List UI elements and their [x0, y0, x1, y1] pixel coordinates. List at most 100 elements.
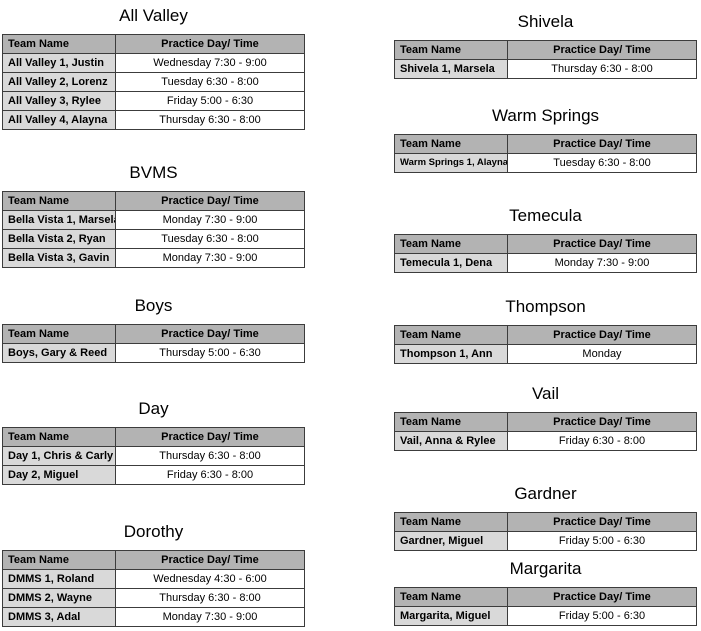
section-thompson: Thompson Team Name Practice Day/ Time Th… — [394, 297, 697, 364]
table-row: All Valley 3, Rylee Friday 5:00 - 6:30 — [2, 91, 305, 111]
col-header-team-name: Team Name — [2, 324, 116, 344]
section-day: Day Team Name Practice Day/ Time Day 1, … — [2, 399, 305, 485]
table-row: Shivela 1, Marsela Thursday 6:30 - 8:00 — [394, 59, 697, 79]
schedule-table: Team Name Practice Day/ Time Vail, Anna … — [394, 412, 697, 451]
section-boys: Boys Team Name Practice Day/ Time Boys, … — [2, 296, 305, 363]
practice-time-cell: Friday 6:30 - 8:00 — [115, 465, 305, 485]
team-name-cell: Temecula 1, Dena — [394, 253, 508, 273]
practice-time-cell: Monday 7:30 - 9:00 — [507, 253, 697, 273]
table-row: Gardner, Miguel Friday 5:00 - 6:30 — [394, 531, 697, 551]
header-row: Team Name Practice Day/ Time — [394, 234, 697, 254]
section-dorothy: Dorothy Team Name Practice Day/ Time DMM… — [2, 522, 305, 627]
practice-time-cell: Friday 6:30 - 8:00 — [507, 431, 697, 451]
table-row: All Valley 2, Lorenz Tuesday 6:30 - 8:00 — [2, 72, 305, 92]
schedule-table: Team Name Practice Day/ Time Margarita, … — [394, 587, 697, 626]
col-header-team-name: Team Name — [394, 325, 508, 345]
section-title: Day — [138, 399, 169, 418]
section-title: Temecula — [509, 206, 582, 225]
header-row: Team Name Practice Day/ Time — [2, 324, 305, 344]
practice-time-cell: Friday 5:00 - 6:30 — [115, 91, 305, 111]
header-row: Team Name Practice Day/ Time — [2, 191, 305, 211]
schedule-table: Team Name Practice Day/ Time Gardner, Mi… — [394, 512, 697, 551]
table-row: DMMS 2, Wayne Thursday 6:30 - 8:00 — [2, 588, 305, 608]
header-row: Team Name Practice Day/ Time — [394, 512, 697, 532]
table-row: All Valley 1, Justin Wednesday 7:30 - 9:… — [2, 53, 305, 73]
col-header-practice-day-time: Practice Day/ Time — [507, 40, 697, 60]
section-title: Thompson — [505, 297, 586, 316]
practice-time-cell: Monday 7:30 - 9:00 — [115, 248, 305, 268]
col-header-team-name: Team Name — [394, 134, 508, 154]
schedule-table: Team Name Practice Day/ Time DMMS 1, Rol… — [2, 550, 305, 627]
col-header-practice-day-time: Practice Day/ Time — [507, 587, 697, 607]
schedule-table: Team Name Practice Day/ Time Thompson 1,… — [394, 325, 697, 364]
col-header-practice-day-time: Practice Day/ Time — [507, 512, 697, 532]
section-all-valley: All Valley Team Name Practice Day/ Time … — [2, 6, 305, 130]
section-title: Dorothy — [123, 522, 184, 541]
team-name-cell: All Valley 3, Rylee — [2, 91, 116, 111]
practice-time-cell: Tuesday 6:30 - 8:00 — [115, 229, 305, 249]
table-row: Bella Vista 2, Ryan Tuesday 6:30 - 8:00 — [2, 229, 305, 249]
col-header-team-name: Team Name — [2, 34, 116, 54]
team-name-cell: Shivela 1, Marsela — [394, 59, 508, 79]
section-title: Warm Springs — [491, 106, 600, 125]
section-shivela: Shivela Team Name Practice Day/ Time Shi… — [394, 12, 697, 79]
header-row: Team Name Practice Day/ Time — [2, 427, 305, 447]
col-header-team-name: Team Name — [2, 427, 116, 447]
header-row: Team Name Practice Day/ Time — [2, 550, 305, 570]
header-row: Team Name Practice Day/ Time — [394, 587, 697, 607]
practice-time-cell: Tuesday 6:30 - 8:00 — [507, 153, 697, 173]
section-title: Boys — [134, 296, 173, 315]
table-row: Bella Vista 1, Marsela Monday 7:30 - 9:0… — [2, 210, 305, 230]
team-name-cell: All Valley 2, Lorenz — [2, 72, 116, 92]
header-row: Team Name Practice Day/ Time — [394, 412, 697, 432]
section-temecula: Temecula Team Name Practice Day/ Time Te… — [394, 206, 697, 273]
table-row: Warm Springs 1, Alayna Tuesday 6:30 - 8:… — [394, 153, 697, 173]
col-header-team-name: Team Name — [394, 512, 508, 532]
col-header-practice-day-time: Practice Day/ Time — [115, 34, 305, 54]
practice-time-cell: Friday 5:00 - 6:30 — [507, 606, 697, 626]
table-row: Temecula 1, Dena Monday 7:30 - 9:00 — [394, 253, 697, 273]
practice-time-cell: Monday — [507, 344, 697, 364]
practice-time-cell: Thursday 6:30 - 8:00 — [507, 59, 697, 79]
practice-time-cell: Thursday 6:30 - 8:00 — [115, 588, 305, 608]
practice-time-cell: Tuesday 6:30 - 8:00 — [115, 72, 305, 92]
practice-time-cell: Monday 7:30 - 9:00 — [115, 607, 305, 627]
section-bvms: BVMS Team Name Practice Day/ Time Bella … — [2, 163, 305, 268]
col-header-practice-day-time: Practice Day/ Time — [507, 234, 697, 254]
col-header-team-name: Team Name — [394, 234, 508, 254]
section-warm-springs: Warm Springs Team Name Practice Day/ Tim… — [394, 106, 697, 173]
team-name-cell: All Valley 1, Justin — [2, 53, 116, 73]
section-title: Margarita — [509, 559, 582, 578]
team-name-cell: Day 2, Miguel — [2, 465, 116, 485]
header-row: Team Name Practice Day/ Time — [394, 40, 697, 60]
section-title: Vail — [531, 384, 560, 403]
table-row: Day 1, Chris & Carly Thursday 6:30 - 8:0… — [2, 446, 305, 466]
team-name-cell: Boys, Gary & Reed — [2, 343, 116, 363]
header-row: Team Name Practice Day/ Time — [2, 34, 305, 54]
schedule-table: Team Name Practice Day/ Time Boys, Gary … — [2, 324, 305, 363]
table-row: DMMS 3, Adal Monday 7:30 - 9:00 — [2, 607, 305, 627]
table-row: Day 2, Miguel Friday 6:30 - 8:00 — [2, 465, 305, 485]
schedule-table: Team Name Practice Day/ Time Day 1, Chri… — [2, 427, 305, 485]
practice-time-cell: Thursday 6:30 - 8:00 — [115, 446, 305, 466]
schedule-table: Team Name Practice Day/ Time Shivela 1, … — [394, 40, 697, 79]
team-name-cell: All Valley 4, Alayna — [2, 110, 116, 130]
col-header-practice-day-time: Practice Day/ Time — [507, 134, 697, 154]
section-margarita: Margarita Team Name Practice Day/ Time M… — [394, 559, 697, 626]
col-header-practice-day-time: Practice Day/ Time — [115, 324, 305, 344]
team-name-cell: Margarita, Miguel — [394, 606, 508, 626]
practice-time-cell: Monday 7:30 - 9:00 — [115, 210, 305, 230]
practice-time-cell: Friday 5:00 - 6:30 — [507, 531, 697, 551]
col-header-practice-day-time: Practice Day/ Time — [115, 427, 305, 447]
team-name-cell: Warm Springs 1, Alayna — [394, 153, 508, 173]
team-name-cell: Thompson 1, Ann — [394, 344, 508, 364]
col-header-team-name: Team Name — [394, 587, 508, 607]
col-header-practice-day-time: Practice Day/ Time — [507, 412, 697, 432]
schedule-table: Team Name Practice Day/ Time Bella Vista… — [2, 191, 305, 268]
section-title: BVMS — [129, 163, 178, 182]
team-name-cell: DMMS 3, Adal — [2, 607, 116, 627]
header-row: Team Name Practice Day/ Time — [394, 325, 697, 345]
col-header-practice-day-time: Practice Day/ Time — [115, 191, 305, 211]
table-row: Margarita, Miguel Friday 5:00 - 6:30 — [394, 606, 697, 626]
